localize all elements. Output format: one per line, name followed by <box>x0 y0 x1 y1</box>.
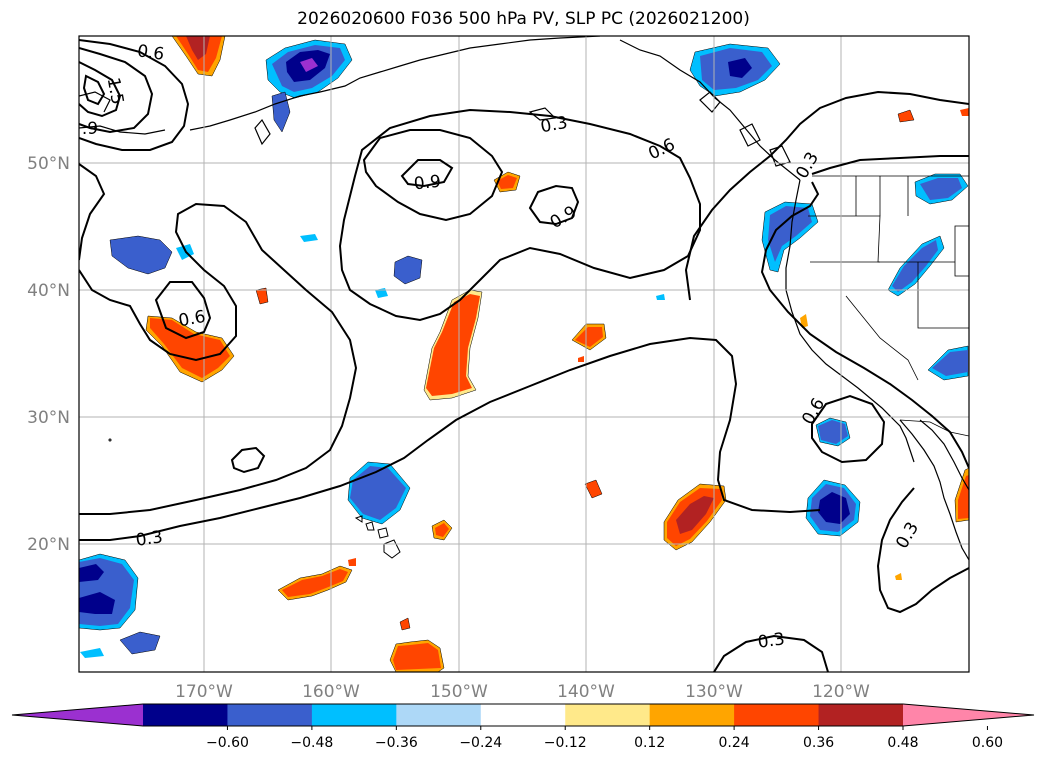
colorbar-extend-min <box>12 704 143 726</box>
colorbar-tick-label: 0.60 <box>972 735 1003 751</box>
colorbar-extend-max <box>903 704 1034 726</box>
contour-west-loop <box>79 163 106 261</box>
graticule <box>79 36 969 672</box>
lon-label-140w: 140°W <box>557 682 615 702</box>
lon-label-160w: 160°W <box>302 682 360 702</box>
political-borders <box>808 175 969 437</box>
colorbar-swatch <box>734 704 820 726</box>
pv-region-153w-42n <box>393 255 423 285</box>
coastline-alaska <box>189 36 601 131</box>
coastline-us-west <box>785 179 915 463</box>
contour-06-inner-left <box>154 281 212 340</box>
contour-label: 0.9 <box>413 172 442 195</box>
positive-pv-regions <box>145 36 969 672</box>
colorbar-outline <box>11 703 1035 727</box>
colorbar-swatch <box>818 704 904 726</box>
coastline-alaska-panhandle <box>619 39 801 181</box>
contour-label: 0.3 <box>539 113 569 137</box>
contour-03-coast <box>760 181 969 469</box>
contour-09-center <box>362 129 504 222</box>
lat-label-50n: 50°N <box>27 154 70 174</box>
colorbar-tick-label: 0.12 <box>634 735 665 751</box>
lon-label-120w: 120°W <box>812 682 870 702</box>
colorbar-swatches <box>11 703 1035 727</box>
contour-label: 0.6 <box>136 41 166 65</box>
colorbar-tick-label: −0.12 <box>544 735 587 751</box>
lat-label-40n: 40°N <box>27 281 70 301</box>
contour-03-bottom <box>713 634 829 672</box>
lon-label-170w: 170°W <box>175 682 233 702</box>
contour-03-main <box>79 336 821 541</box>
contour-label: .9 <box>82 119 98 139</box>
longitude-labels: 170°W 160°W 150°W 140°W 130°W 120°W <box>175 682 870 702</box>
map-area: 0.6 1.5 .9 0.3 0.9 0.6 0.9 0.3 0.6 0.6 0… <box>79 36 969 672</box>
colorbar-swatch <box>227 704 313 726</box>
contour-06-big-loop <box>338 108 701 322</box>
colorbar: −0.60 −0.48 −0.36 −0.24 −0.12 0.12 0.24 0.36 0.4… <box>11 703 1035 751</box>
contour-label: 1.5 <box>103 76 127 106</box>
colorbar-swatch <box>396 704 482 726</box>
contour-label: 0.3 <box>757 629 787 653</box>
contour-09-right <box>528 184 580 226</box>
border-us-mexico <box>899 419 969 437</box>
colorbar-swatch <box>311 704 397 726</box>
colorbar-tick-label: 0.48 <box>887 735 918 751</box>
contour-upper-left-mid <box>79 47 154 134</box>
colorbar-swatch <box>143 704 228 726</box>
colorbar-tick-label: −0.36 <box>375 735 418 751</box>
colorbar-tick-label: 0.36 <box>803 735 834 751</box>
pv-shading <box>79 36 969 672</box>
contour-06-baja-loop <box>811 394 886 464</box>
contour-06-left <box>79 202 358 515</box>
contour-upper-left-inner <box>79 61 122 118</box>
hawaii-islands <box>108 438 401 559</box>
colorbar-swatch <box>649 704 735 726</box>
slp-contours <box>79 39 969 672</box>
map-frame <box>78 35 970 673</box>
contour-small-ellipse <box>230 446 266 474</box>
lat-label-30n: 30°N <box>27 408 70 428</box>
lon-label-150w: 150°W <box>430 682 488 702</box>
coastline-baja <box>899 419 969 561</box>
pv-region-170w-45n <box>109 235 173 275</box>
contour-03-west-us <box>811 155 969 175</box>
contour-upper-left-outer <box>79 39 190 151</box>
colorbar-tick-label: −0.60 <box>206 735 249 751</box>
map-title: 2026020600 F036 500 hPa PV, SLP PC (2026… <box>297 9 750 29</box>
contour-09-small <box>400 159 454 188</box>
colorbar-ticks: −0.60 −0.48 −0.36 −0.24 −0.12 0.12 0.24 0.36 0.4… <box>206 726 1003 751</box>
lon-label-130w: 130°W <box>685 682 743 702</box>
contour-upper-left-core <box>82 74 106 106</box>
colorbar-tick-label: 0.24 <box>719 735 750 751</box>
colorbar-tick-label: −0.24 <box>459 735 502 751</box>
colorbar-swatch <box>480 704 566 726</box>
contour-03-bc <box>684 90 969 301</box>
contour-label: 0.6 <box>177 307 207 331</box>
contour-03-lower-right <box>876 487 969 614</box>
contour-label: 0.3 <box>135 527 165 551</box>
latitude-labels: 50°N 40°N 30°N 20°N <box>27 154 70 555</box>
colorbar-swatch <box>565 704 651 726</box>
colorbar-tick-label: −0.48 <box>290 735 333 751</box>
lat-label-20n: 20°N <box>27 535 70 555</box>
coastline-mexico-mainland <box>919 419 969 491</box>
